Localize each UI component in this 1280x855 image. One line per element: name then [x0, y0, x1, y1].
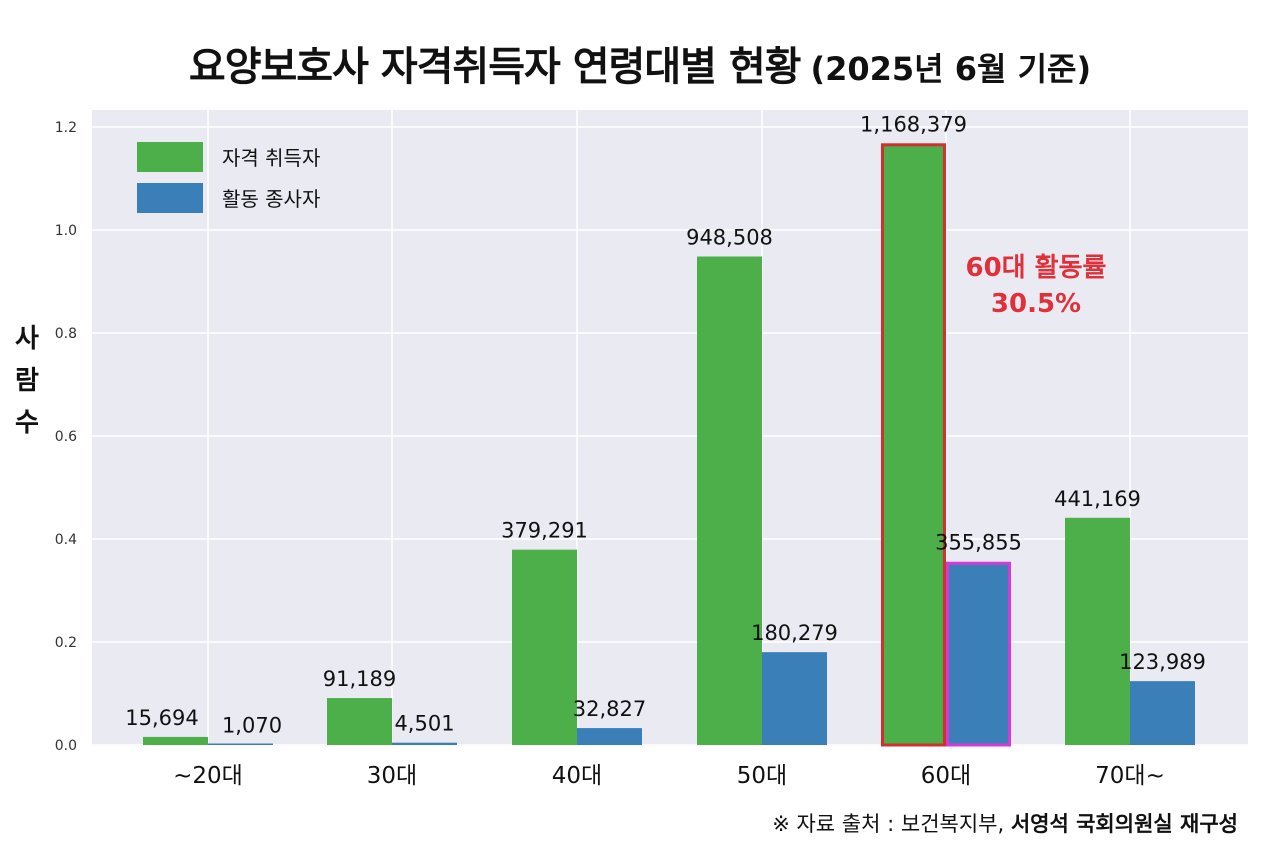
activity-rate-annotation: 60대 활동률 30.5% — [966, 253, 1107, 319]
x-tick-label: 40대 — [552, 763, 602, 789]
x-tick-label: 60대 — [921, 763, 971, 789]
y-axis-label: 사 람 수 — [12, 318, 42, 444]
x-tick-label: 30대 — [367, 763, 417, 789]
source-note: ※ 자료 출처 : 보건복지부, 서영석 국회의원실 재구성 — [772, 808, 1238, 838]
y-axis-label-char: 사 — [15, 324, 39, 354]
chart-title-main: 요양보호사 자격취득자 연령대별 현황 — [188, 44, 802, 90]
plot-area — [92, 110, 1248, 746]
chart-title-sub: (2025년 6월 기준) — [810, 50, 1092, 88]
annotation-line2: 30.5% — [991, 289, 1081, 319]
bars — [143, 143, 1195, 747]
y-tick-label: 0.4 — [55, 532, 77, 548]
bar-value-label: 15,694 — [125, 706, 198, 730]
y-tick-label: 0.0 — [55, 738, 77, 754]
bar-value-label: 123,989 — [1119, 650, 1206, 674]
y-axis-ticks: 0.0 0.2 0.4 0.6 0.8 1.0 1.2 — [55, 120, 77, 754]
bar-qualified — [143, 736, 208, 745]
bar-value-label: 1,168,379 — [860, 112, 967, 136]
bar-value-label: 355,855 — [935, 531, 1022, 555]
bar-value-label: 379,291 — [501, 519, 588, 543]
bar-value-label: 948,508 — [686, 226, 773, 250]
chart-title: 요양보호사 자격취득자 연령대별 현황 (2025년 6월 기준) — [0, 34, 1280, 92]
bar-qualified — [512, 549, 577, 745]
x-tick-label: ~20대 — [173, 763, 243, 789]
legend-label-active: 활동 종사자 — [222, 187, 320, 211]
bar-value-labels: 15,694 1,070 91,189 4,501 379,291 32,827 948,5… — [125, 112, 1206, 737]
bar-value-label: 91,189 — [323, 667, 396, 691]
bar-qualified — [881, 143, 946, 747]
y-tick-label: 0.8 — [55, 326, 77, 342]
y-axis-label-char: 수 — [15, 408, 39, 438]
bar-active — [762, 652, 827, 745]
bar-active — [577, 728, 642, 745]
x-tick-label: 50대 — [737, 763, 787, 789]
bar-value-label: 180,279 — [751, 621, 838, 645]
y-axis-label-char: 람 — [15, 366, 39, 396]
bar-active — [208, 743, 273, 745]
bar-value-label: 32,827 — [573, 697, 646, 721]
source-prefix: ※ 자료 출처 : 보건복지부, — [772, 812, 1005, 836]
bar-active — [946, 561, 1011, 747]
x-tick-label: 70대~ — [1095, 763, 1165, 789]
x-axis-ticks: ~20대 30대 40대 50대 60대 70대~ — [173, 763, 1165, 789]
legend-swatch-active — [137, 183, 203, 213]
source-bold: 서영석 국회의원실 재구성 — [1010, 812, 1238, 836]
bar-qualified — [1065, 517, 1130, 745]
bar-value-label: 441,169 — [1054, 487, 1141, 511]
y-tick-label: 1.0 — [55, 223, 77, 239]
bar-qualified — [697, 256, 762, 745]
legend-swatch-qualified — [137, 142, 203, 172]
bar-active — [1130, 681, 1195, 745]
bar-value-label: 1,070 — [222, 713, 282, 737]
y-tick-label: 1.2 — [55, 120, 77, 136]
bar-qualified — [327, 698, 392, 745]
bar-value-label: 4,501 — [394, 712, 454, 736]
y-tick-label: 0.6 — [55, 429, 77, 445]
bar-active — [392, 742, 457, 745]
y-tick-label: 0.2 — [55, 635, 77, 651]
annotation-line1: 60대 활동률 — [966, 253, 1107, 283]
legend-label-qualified: 자격 취득자 — [222, 146, 320, 170]
